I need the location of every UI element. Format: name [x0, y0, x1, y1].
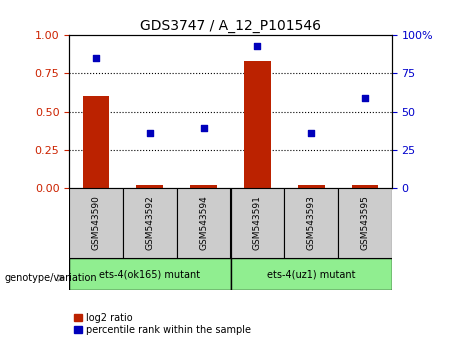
Text: GSM543591: GSM543591: [253, 195, 262, 251]
Bar: [298, 184, 325, 188]
Text: GSM543595: GSM543595: [361, 195, 369, 251]
Point: [200, 125, 207, 131]
Bar: [351, 184, 378, 188]
FancyBboxPatch shape: [177, 188, 230, 258]
FancyBboxPatch shape: [338, 188, 392, 258]
Point: [254, 43, 261, 49]
FancyBboxPatch shape: [230, 258, 392, 290]
Legend: log2 ratio, percentile rank within the sample: log2 ratio, percentile rank within the s…: [74, 313, 251, 335]
FancyBboxPatch shape: [123, 188, 177, 258]
Text: genotype/variation: genotype/variation: [5, 273, 97, 283]
FancyBboxPatch shape: [69, 258, 230, 290]
Bar: [83, 96, 109, 188]
Bar: [190, 184, 217, 188]
Point: [307, 130, 315, 136]
FancyBboxPatch shape: [230, 188, 284, 258]
Text: GSM543593: GSM543593: [307, 195, 316, 251]
Bar: [136, 184, 163, 188]
Text: ets-4(uz1) mutant: ets-4(uz1) mutant: [267, 269, 355, 279]
Point: [146, 130, 154, 136]
FancyBboxPatch shape: [69, 188, 123, 258]
Bar: [244, 61, 271, 188]
Point: [361, 95, 369, 101]
Text: GSM543592: GSM543592: [145, 196, 154, 250]
Point: [92, 56, 100, 61]
Text: GSM543594: GSM543594: [199, 196, 208, 250]
FancyBboxPatch shape: [284, 188, 338, 258]
Text: ets-4(ok165) mutant: ets-4(ok165) mutant: [99, 269, 201, 279]
Title: GDS3747 / A_12_P101546: GDS3747 / A_12_P101546: [140, 19, 321, 33]
Text: GSM543590: GSM543590: [92, 195, 100, 251]
